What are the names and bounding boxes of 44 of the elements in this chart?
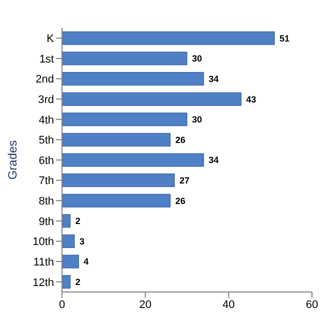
bar <box>62 194 171 208</box>
bar <box>62 254 79 268</box>
y-tick-label: 10th <box>32 236 54 248</box>
bar <box>62 72 204 86</box>
data-label: 43 <box>246 94 256 104</box>
data-label: 26 <box>175 134 186 145</box>
data-label: 26 <box>175 196 186 206</box>
data-label: 4 <box>84 256 89 267</box>
data-label: 3 <box>80 236 85 246</box>
bar <box>62 234 75 248</box>
bar <box>62 31 275 45</box>
bar <box>62 153 204 167</box>
data-label: 30 <box>192 114 202 125</box>
x-tick-label: 20 <box>139 298 152 311</box>
y-tick-label: 4th <box>38 114 54 126</box>
data-label: 27 <box>180 176 190 186</box>
bar <box>62 275 71 289</box>
bar <box>62 214 71 228</box>
y-tick-label: 5th <box>38 134 54 147</box>
y-axis-title: Grades <box>5 140 20 180</box>
y-tick-label: 6th <box>38 154 54 167</box>
data-label: 2 <box>75 277 80 288</box>
data-label: 34 <box>208 155 219 166</box>
x-tick-label: 40 <box>222 298 235 311</box>
data-label: 34 <box>208 74 219 84</box>
y-tick-label: 1st <box>39 53 54 66</box>
bar <box>62 132 171 146</box>
bar <box>62 92 242 106</box>
data-label: 51 <box>280 33 290 44</box>
y-tick-label: 12th <box>32 276 54 289</box>
y-tick-label: 11th <box>33 256 54 268</box>
data-label: 30 <box>192 54 202 64</box>
bar <box>62 174 175 188</box>
bar <box>62 112 188 126</box>
y-tick-label: K <box>46 33 55 46</box>
y-tick-label: 2nd <box>36 74 54 86</box>
x-tick-label: 60 <box>306 298 318 311</box>
bar <box>62 52 188 66</box>
y-tick-label: 8th <box>38 196 54 208</box>
y-tick-label: 7th <box>38 175 54 188</box>
y-tick-label: 3rd <box>38 94 54 106</box>
x-tick-label: 0 <box>58 298 66 311</box>
data-label: 2 <box>75 216 80 226</box>
y-tick-label: 9th <box>38 216 54 228</box>
